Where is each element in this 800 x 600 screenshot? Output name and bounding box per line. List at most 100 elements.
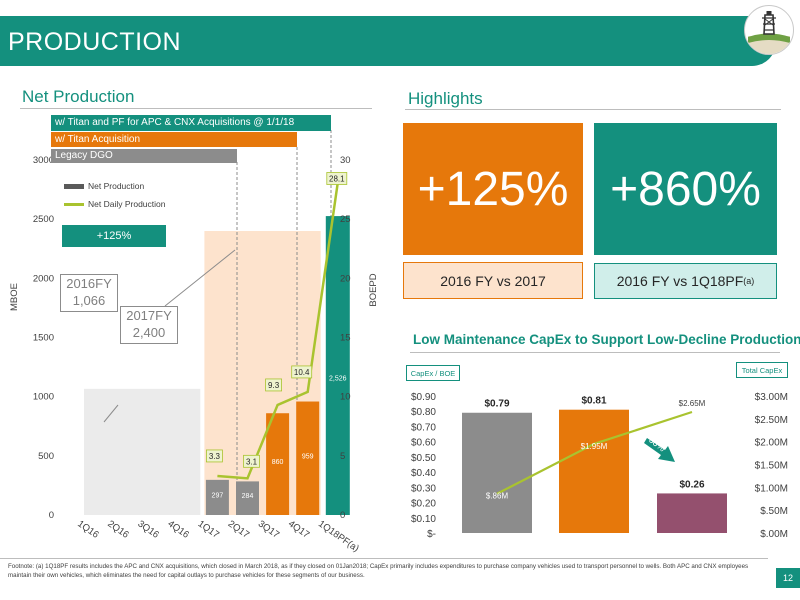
capex-right-legend: Total CapEx [736,362,788,378]
legend-swatch-net-production [64,184,84,189]
net-production-rule [20,108,372,109]
highlight-caption-sup: (a) [743,276,755,286]
highlight-caption-2016-vs-2017: 2016 FY vs 2017 [403,262,583,299]
y2-tick-label: 0 [340,510,345,521]
y2-tick-label: 30 [340,155,351,166]
bar-label-3Q17: 860 [272,459,284,466]
callout-2017fy: 2017FY 2,400 [120,306,178,344]
bar-label-1Q18PF(a): 2,526 [329,375,347,382]
capex-line-label-2017: $1.95M [581,442,608,451]
page-number: 12 [776,568,800,588]
line-label-box-2Q17 [243,454,260,468]
y2-tick-label: 5 [340,451,345,462]
x-tick-label: 1Q18PF(a) [316,518,361,554]
y2-tick-label: 10 [340,392,351,403]
y-tick-label: 1500 [33,333,54,344]
capex-y-tick-label: $0.50 [411,453,436,464]
growth-badge: +125% [62,225,166,247]
bar-label-1Q17: 297 [212,492,224,499]
line-label-box-1Q17 [205,449,223,463]
footer-rule [0,558,768,559]
capex-chart-title: Low Maintenance CapEx to Support Low-Dec… [413,332,800,347]
capex-chart: $0.79 $0.81 $0.26 $.86M $1.95M $2.65M $- $0.10… [411,392,788,540]
line-label-1Q17: 3.3 [209,452,221,461]
y-tick-label: 3000 [33,155,54,166]
y-axis-label: MBOE [9,283,20,311]
net-production-heading: Net Production [22,87,135,106]
y2-tick-label: 25 [340,214,351,225]
legend-swatch-net-daily-production [64,203,84,206]
x-tick-label: 3Q17 [256,518,281,540]
capex-y-tick-label: $0.30 [411,483,436,494]
highlight-caption-2016-vs-1q18pf: 2016 FY vs 1Q18PF (a) [594,263,777,299]
capex-y2-tick-label: $3.00M [755,392,788,403]
highlight-860-percent: +860% [594,123,777,255]
capex-y2-tick-label: $2.00M [755,438,788,449]
callout-2017fy-pointer [164,249,236,307]
capex-y2-tick-label: $.50M [760,506,788,517]
capex-line-label-1Q18PF: $2.65M [679,399,706,408]
callout-2016fy: 2016FY 1,066 [60,274,118,312]
capex-y-tick-label: $0.90 [411,392,436,403]
decline-arrow [644,438,675,462]
line-total-capex [496,410,693,495]
x-tick-label: 4Q17 [286,518,311,540]
company-logo [744,5,794,55]
highlights-rule [405,109,781,110]
header-bar [0,16,776,66]
capex-bar-2017 [559,409,629,533]
bar-1Q18PF(a) [325,216,350,515]
bar-2Q17 [236,481,259,515]
bar-1Q17 [205,479,229,515]
capex-line-label-2016: $.86M [486,492,509,501]
net-production-chart: 297 284 860 959 2,526 3.3 3.1 9.3 10.4 28.1 0 500 1… [9,130,379,554]
capex-rule [410,352,780,353]
bar-label-2Q17: 284 [242,493,254,500]
capex-bar-2016 [462,412,532,533]
footnote: Footnote: (a) 1Q18PF results includes th… [8,563,749,579]
capex-y2-tick-label: $1.00M [755,483,788,494]
line-label-box-1Q18PF(a) [326,172,348,185]
highlights-heading: Highlights [408,89,483,108]
capex-y-tick-label: $0.20 [411,499,436,510]
capex-y-tick-label: $0.40 [411,468,436,479]
callout-2016fy-label: 2016FY [66,276,112,291]
x-tick-label: 4Q16 [166,518,191,540]
capex-bar-label-2016: $0.79 [484,399,509,410]
line-label-2Q17: 3.1 [246,457,258,466]
x-tick-label: 3Q16 [135,518,160,540]
bar-4Q17 [296,401,320,515]
capex-y2-tick-label: $.00M [760,529,788,540]
capex-left-legend: CapEx / BOE [406,365,460,381]
capex-bar-label-1Q18PF: $0.26 [679,479,704,490]
line-label-3Q17: 9.3 [268,381,280,390]
bar-label-4Q17: 959 [302,453,314,460]
legend-label-net-production: Net Production [88,181,145,191]
bar-3Q17 [266,413,290,515]
y-tick-label: 2000 [33,273,54,284]
period-shade-2016fy [84,388,201,515]
callout-2016fy-value: 1,066 [72,293,106,308]
capex-bar-1Q18PF [657,493,727,533]
x-tick-label: 2Q16 [105,518,130,540]
x-tick-label: 2Q17 [226,518,251,540]
line-net-daily-production [217,182,340,480]
capex-y-tick-label: $0.10 [411,514,436,525]
x-tick-label: 1Q17 [196,518,221,540]
line-label-box-3Q17 [265,378,283,392]
legend-label-net-daily-production: Net Daily Production [88,199,166,209]
line-label-1Q18PF(a): 28.1 [329,174,345,183]
y-tick-label: 0 [49,510,54,521]
callout-2017fy-label: 2017FY [126,308,172,323]
y2-axis-label: BOEPD [368,273,379,306]
y-tick-label: 500 [38,451,54,462]
y2-tick-label: 20 [340,273,351,284]
page-title: PRODUCTION [8,28,182,56]
highlight-caption-text: 2016 FY vs 1Q18PF [616,273,744,289]
capex-bar-label-2017: $0.81 [581,396,606,407]
banner-titan-pf: w/ Titan and PF for APC & CNX Acquisitio… [51,115,331,131]
line-label-4Q17: 10.4 [294,368,310,377]
capex-y-tick-label: $0.70 [411,422,436,433]
capex-y2-tick-label: $1.50M [755,461,788,472]
y-tick-label: 2500 [33,214,54,225]
